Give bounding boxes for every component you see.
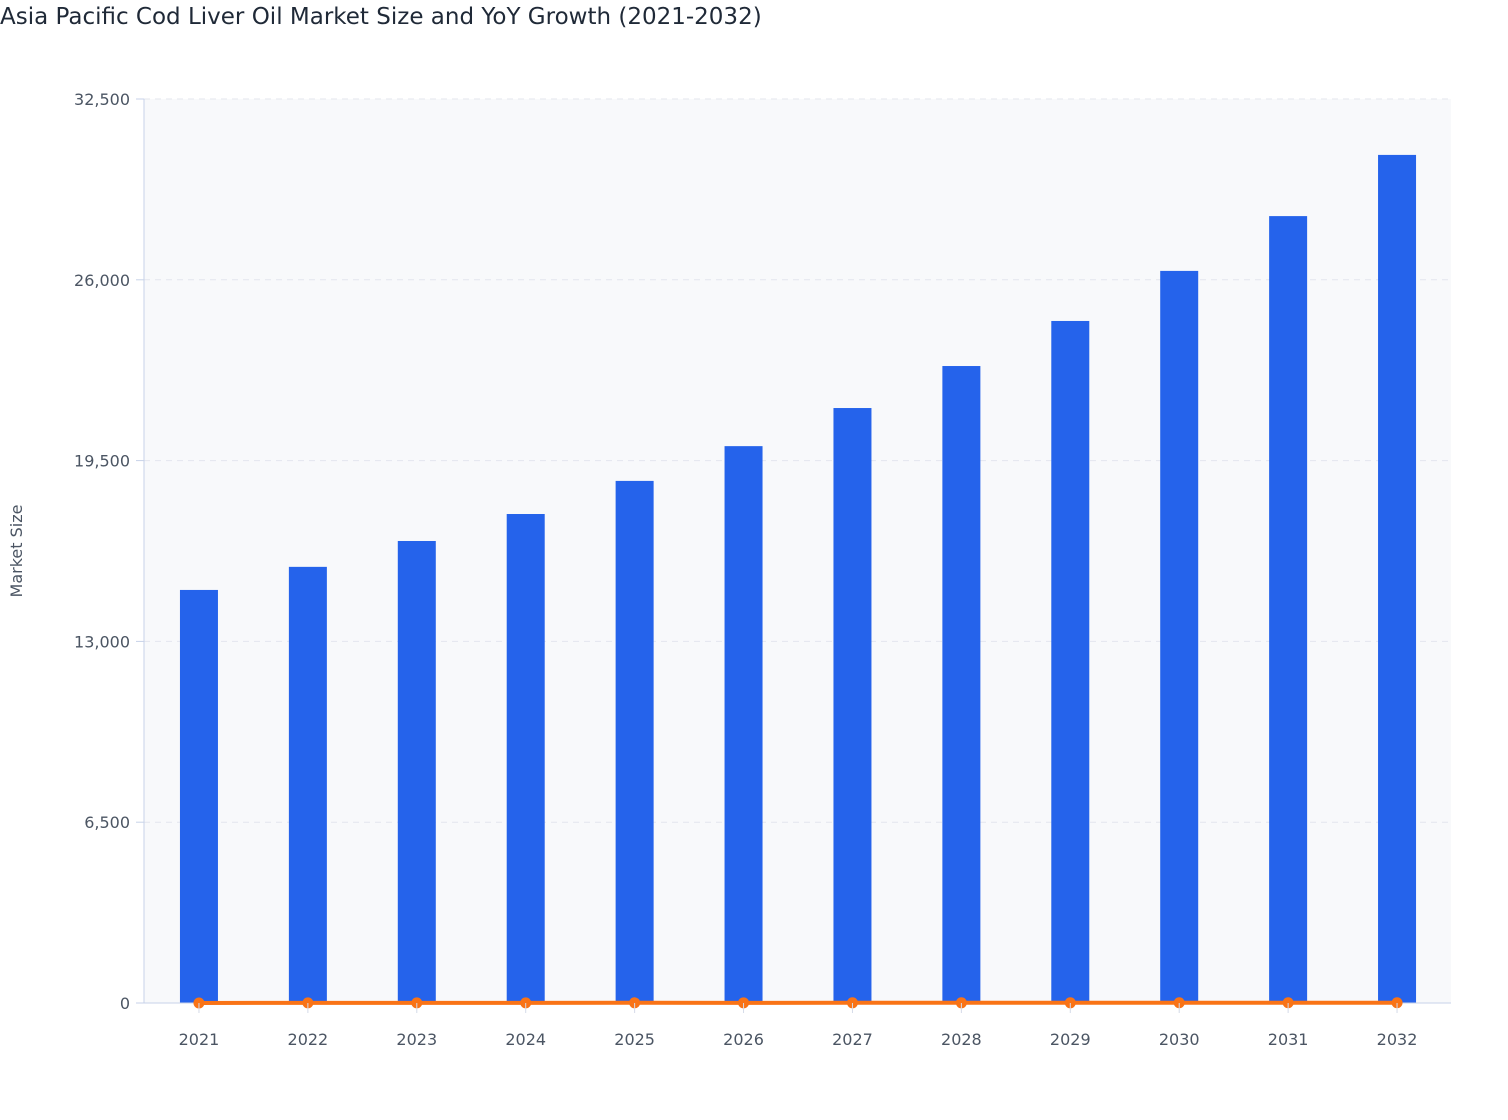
x-tick-label: 2023	[396, 1030, 437, 1049]
x-tick-label: 2028	[941, 1030, 982, 1049]
yoy-point-2032	[1391, 997, 1403, 1009]
bar-2024	[506, 514, 545, 1003]
y-tick-label: 0	[120, 994, 130, 1013]
bar-2023	[397, 540, 436, 1003]
x-tick-label: 2024	[505, 1030, 546, 1049]
yoy-point-2028	[955, 997, 967, 1009]
yoy-point-2025	[629, 997, 641, 1009]
bar-2022	[288, 566, 327, 1003]
x-tick-label: 2031	[1268, 1030, 1309, 1049]
bar-2032	[1378, 154, 1417, 1003]
yoy-point-2024	[520, 997, 532, 1009]
y-tick-label: 32,500	[74, 90, 130, 109]
yoy-point-2031	[1282, 997, 1294, 1009]
x-tick-label: 2030	[1159, 1030, 1200, 1049]
bar-2025	[615, 480, 654, 1003]
bar-2030	[1160, 270, 1199, 1004]
x-tick-label: 2022	[288, 1030, 329, 1049]
yoy-point-2027	[846, 997, 858, 1009]
bar-2021	[179, 589, 218, 1003]
yoy-point-2026	[738, 997, 750, 1009]
x-tick-label: 2027	[832, 1030, 873, 1049]
y-tick-label: 13,000	[74, 632, 130, 651]
yoy-point-2023	[411, 997, 423, 1009]
bar-2026	[724, 446, 763, 1003]
x-tick-label: 2029	[1050, 1030, 1091, 1049]
x-tick-label: 2032	[1377, 1030, 1418, 1049]
x-tick-label: 2021	[179, 1030, 220, 1049]
yoy-point-2029	[1064, 997, 1076, 1009]
bar-2031	[1269, 216, 1308, 1003]
y-axis-label: Market Size	[7, 505, 26, 598]
bar-2027	[833, 408, 872, 1003]
x-tick-label: 2025	[614, 1030, 655, 1049]
yoy-point-2022	[302, 997, 314, 1009]
plot-area	[144, 99, 1451, 1003]
bar-2028	[942, 366, 981, 1003]
y-tick-label: 26,000	[74, 271, 130, 290]
x-tick-label: 2026	[723, 1030, 764, 1049]
y-tick-label: 6,500	[84, 813, 130, 832]
y-tick-label: 19,500	[74, 452, 130, 471]
bar-2029	[1051, 320, 1090, 1003]
yoy-point-2030	[1173, 997, 1185, 1009]
chart-title: Asia Pacific Cod Liver Oil Market Size a…	[0, 4, 762, 30]
